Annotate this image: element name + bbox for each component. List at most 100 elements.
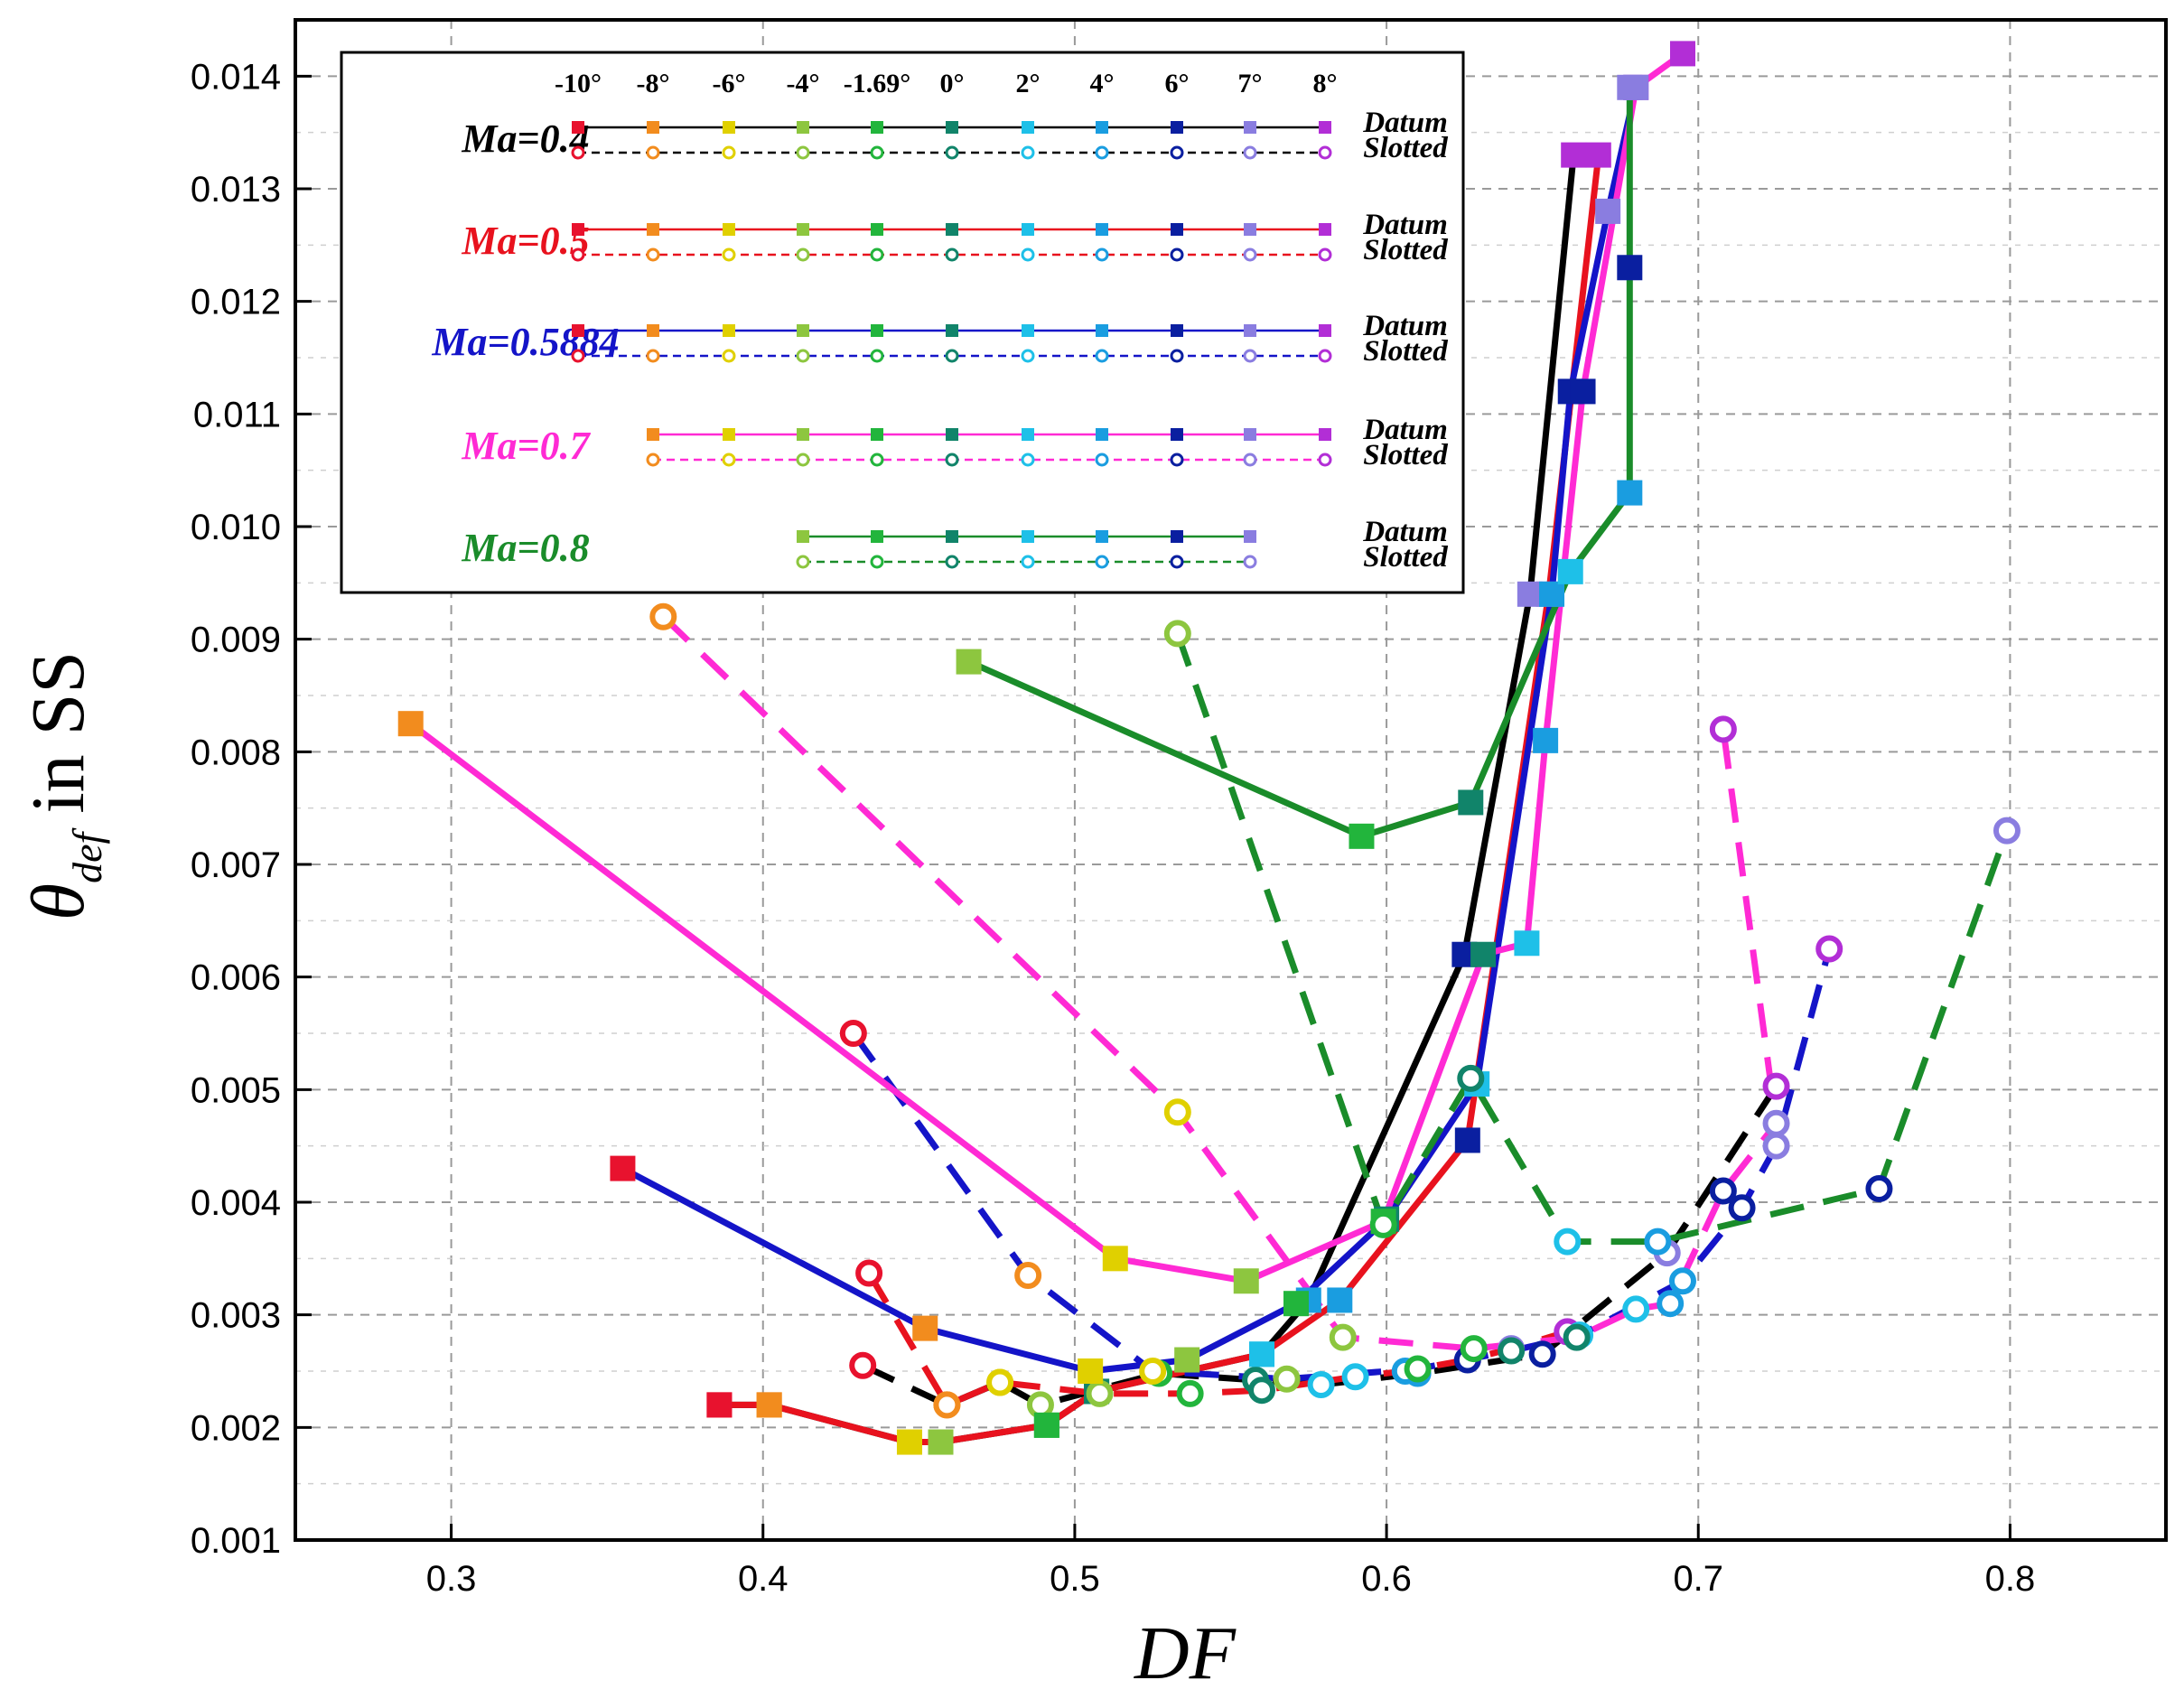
data-point-datum — [756, 1392, 782, 1418]
legend-marker-slotted — [870, 349, 884, 363]
data-point-datum — [1102, 1246, 1128, 1272]
data-point-slotted — [1341, 1363, 1369, 1391]
data-point-slotted — [1026, 1391, 1054, 1419]
legend-angle-label: 2° — [1016, 69, 1041, 98]
data-point-slotted — [1554, 1228, 1582, 1256]
y-axis-title-suffix: in SS — [16, 651, 100, 833]
data-point-slotted — [1369, 1210, 1397, 1238]
legend-angle-label: 7° — [1238, 69, 1263, 98]
data-point-slotted — [1248, 1377, 1276, 1405]
legend-marker-slotted — [1243, 145, 1257, 160]
legend-marker-slotted — [1170, 555, 1184, 569]
legend-angle-label: 8° — [1313, 69, 1338, 98]
y-tick-label: 0.013 — [191, 170, 281, 210]
y-tick-label: 0.003 — [191, 1296, 281, 1336]
legend-marker-slotted — [796, 349, 810, 363]
data-point-datum — [1617, 480, 1643, 506]
legend-marker-slotted — [1170, 145, 1184, 160]
series-line-slotted — [866, 1271, 1569, 1408]
legend-marker-slotted — [646, 145, 660, 160]
y-axis-title: θdef in SS — [16, 651, 110, 920]
legend-marker-datum — [946, 324, 958, 337]
legend-angle-label: -6° — [713, 69, 746, 98]
data-point-slotted — [849, 1351, 877, 1379]
legend-marker-slotted — [796, 453, 810, 467]
x-tick-label: 0.3 — [426, 1559, 477, 1599]
legend-marker-datum — [647, 223, 659, 236]
legend-angle-label: -10° — [555, 69, 602, 98]
legend-marker-slotted — [945, 349, 959, 363]
legend-marker-slotted — [1095, 555, 1109, 569]
y-tick-label: 0.009 — [191, 621, 281, 660]
legend-series-name: Ma=0.8 — [461, 526, 589, 570]
data-point-slotted — [933, 1391, 961, 1419]
y-tick-label: 0.008 — [191, 733, 281, 772]
data-point-datum — [1617, 74, 1643, 100]
data-point-datum — [1033, 1412, 1059, 1438]
data-point-slotted — [1993, 817, 2021, 845]
data-point-datum — [1595, 198, 1621, 224]
legend-marker-datum — [1096, 121, 1108, 134]
data-point-slotted — [1657, 1290, 1685, 1318]
legend-marker-datum — [1096, 530, 1108, 543]
legend-marker-slotted — [1243, 349, 1257, 363]
legend-marker-datum — [797, 121, 809, 134]
data-point-slotted — [1086, 1379, 1114, 1407]
y-tick-label: 0.002 — [191, 1408, 281, 1448]
legend-marker-slotted — [1095, 453, 1109, 467]
legend-angle-label: 4° — [1090, 69, 1115, 98]
legend-marker-slotted — [722, 453, 736, 467]
legend-marker-datum — [1319, 223, 1331, 236]
data-point-slotted — [649, 602, 677, 630]
data-point-slotted — [1709, 1177, 1737, 1205]
legend-marker-datum — [946, 530, 958, 543]
data-point-datum — [706, 1392, 733, 1418]
legend-marker-datum — [1244, 324, 1256, 337]
legend-marker-datum — [1096, 428, 1108, 441]
legend-marker-slotted — [1318, 349, 1332, 363]
data-point-slotted — [1815, 935, 1843, 963]
legend-marker-datum — [1022, 324, 1034, 337]
legend-marker-datum — [647, 324, 659, 337]
data-point-slotted — [1762, 1109, 1790, 1137]
legend-series-name: Ma=0.5884 — [431, 320, 619, 364]
legend-marker-slotted — [870, 145, 884, 160]
data-point-datum — [1470, 941, 1497, 967]
legend-series-name: Ma=0.5 — [461, 219, 589, 263]
legend-marker-slotted — [796, 247, 810, 262]
data-point-slotted — [1563, 1323, 1591, 1351]
data-point-slotted — [986, 1368, 1014, 1396]
data-point-datum — [956, 649, 982, 675]
legend-marker-datum — [1244, 428, 1256, 441]
data-point-datum — [1561, 142, 1587, 168]
legend-marker-slotted — [1318, 145, 1332, 160]
legend-marker-datum — [572, 324, 584, 337]
data-point-slotted — [1865, 1175, 1893, 1203]
legend-marker-datum — [946, 428, 958, 441]
data-point-slotted — [1762, 1132, 1790, 1160]
data-point-datum — [928, 1429, 954, 1455]
data-point-datum — [1454, 1127, 1480, 1153]
legend-marker-datum — [871, 530, 883, 543]
data-point-slotted — [1457, 1064, 1485, 1092]
y-tick-label: 0.011 — [193, 395, 281, 434]
legend-marker-datum — [572, 121, 584, 134]
legend-angle-label: 0° — [940, 69, 965, 98]
data-point-datum — [912, 1315, 938, 1341]
data-point-slotted — [1329, 1323, 1357, 1351]
y-tick-label: 0.001 — [191, 1521, 281, 1561]
legend-marker-datum — [871, 428, 883, 441]
legend-marker-datum — [1171, 428, 1183, 441]
data-point-datum — [1327, 1287, 1353, 1313]
legend-marker-slotted — [945, 145, 959, 160]
legend-marker-datum — [1171, 223, 1183, 236]
legend-marker-datum — [1171, 121, 1183, 134]
x-tick-label: 0.7 — [1673, 1559, 1723, 1599]
x-tick-label: 0.4 — [738, 1559, 789, 1599]
x-tick-label: 0.8 — [1985, 1559, 2036, 1599]
data-point-datum — [1539, 581, 1565, 607]
x-axis-title: DF — [1134, 1611, 1237, 1695]
legend-marker-datum — [723, 428, 735, 441]
legend-angle-label: -4° — [787, 69, 820, 98]
data-point-datum — [1557, 558, 1583, 584]
